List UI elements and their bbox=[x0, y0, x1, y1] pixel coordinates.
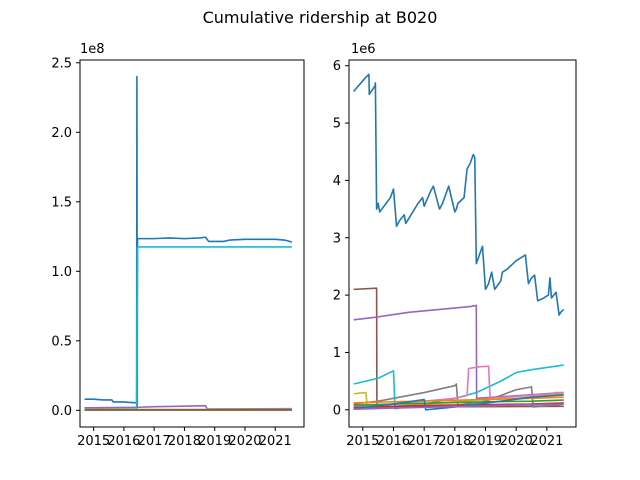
x-tick-label: 2018 bbox=[438, 434, 471, 449]
x-tick-label: 2018 bbox=[168, 434, 201, 449]
y-tick-label: 3 bbox=[333, 231, 341, 246]
y-offset-label: 1e8 bbox=[80, 42, 105, 57]
y-tick-label: 5 bbox=[333, 117, 341, 132]
x-tick-label: 2015 bbox=[346, 434, 379, 449]
x-tick-label: 2019 bbox=[469, 434, 502, 449]
series-line-1 bbox=[84, 75, 293, 409]
series-line-3 bbox=[353, 304, 564, 400]
y-tick-label: 1 bbox=[333, 346, 341, 361]
series-line-12 bbox=[353, 403, 564, 411]
y-tick-label: 2 bbox=[333, 289, 341, 304]
series-line-11 bbox=[353, 394, 564, 411]
figure-title: Cumulative ridership at B020 bbox=[203, 8, 438, 27]
y-tick-label: 1.0 bbox=[51, 265, 72, 280]
x-tick-label: 2020 bbox=[228, 434, 261, 449]
y-tick-label: 2.5 bbox=[51, 56, 72, 71]
y-tick-label: 0.0 bbox=[51, 404, 72, 419]
y-tick-label: 4 bbox=[333, 174, 341, 189]
x-tick-label: 2016 bbox=[107, 434, 140, 449]
x-tick-label: 2017 bbox=[408, 434, 441, 449]
y-tick-label: 1.5 bbox=[51, 195, 72, 210]
x-tick-label: 2015 bbox=[77, 434, 110, 449]
axes-frame bbox=[348, 59, 577, 428]
y-offset-label: 1e6 bbox=[351, 42, 376, 57]
series-line-1 bbox=[352, 73, 565, 316]
axes-frame bbox=[79, 59, 305, 428]
series-line-8 bbox=[353, 396, 564, 404]
y-tick-label: 6 bbox=[333, 59, 341, 74]
y-tick-label: 0 bbox=[333, 403, 341, 418]
y-tick-label: 0.5 bbox=[51, 334, 72, 349]
y-tick-label: 2.0 bbox=[51, 126, 72, 141]
x-tick-label: 2016 bbox=[377, 434, 410, 449]
x-tick-label: 2021 bbox=[259, 434, 292, 449]
series-line-2 bbox=[84, 246, 292, 410]
x-tick-label: 2017 bbox=[138, 434, 171, 449]
x-tick-label: 2021 bbox=[530, 434, 563, 449]
x-tick-label: 2019 bbox=[198, 434, 231, 449]
x-tick-label: 2020 bbox=[500, 434, 533, 449]
